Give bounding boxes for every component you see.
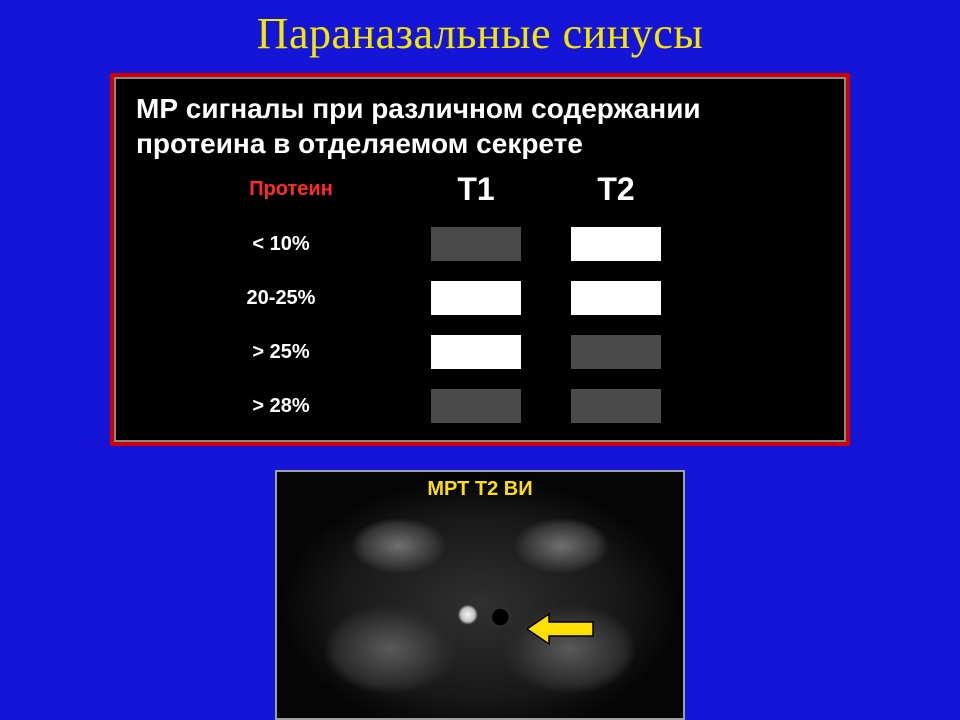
signal-panel: МР сигналы при различном содержании прот…: [110, 73, 850, 446]
arrow-icon: [527, 612, 595, 646]
swatch-t1: [430, 226, 522, 262]
mri-image: МРТ Т2 ВИ: [275, 470, 685, 720]
row-label: < 10%: [176, 233, 406, 256]
arrow-shape: [527, 614, 593, 644]
swatch-t1: [430, 388, 522, 424]
swatch-t2: [570, 334, 662, 370]
swatch-t2: [570, 226, 662, 262]
mri-label: МРТ Т2 ВИ: [277, 478, 683, 501]
slide-title: Параназальные синусы: [0, 0, 960, 59]
row-label: 20-25%: [176, 287, 406, 310]
swatch-t1: [430, 280, 522, 316]
panel-subtitle: МР сигналы при различном содержании прот…: [136, 91, 824, 161]
mri-scan-background: [277, 472, 683, 718]
row-label: > 25%: [176, 341, 406, 364]
signal-table: Протеин T1 T2 < 10% 20-25% > 25% > 28%: [176, 171, 824, 424]
header-t1: T1: [406, 171, 546, 208]
header-t2: T2: [546, 171, 686, 208]
row-label: > 28%: [176, 395, 406, 418]
swatch-t2: [570, 388, 662, 424]
header-protein: Протеин: [176, 178, 406, 201]
swatch-t1: [430, 334, 522, 370]
swatch-t2: [570, 280, 662, 316]
